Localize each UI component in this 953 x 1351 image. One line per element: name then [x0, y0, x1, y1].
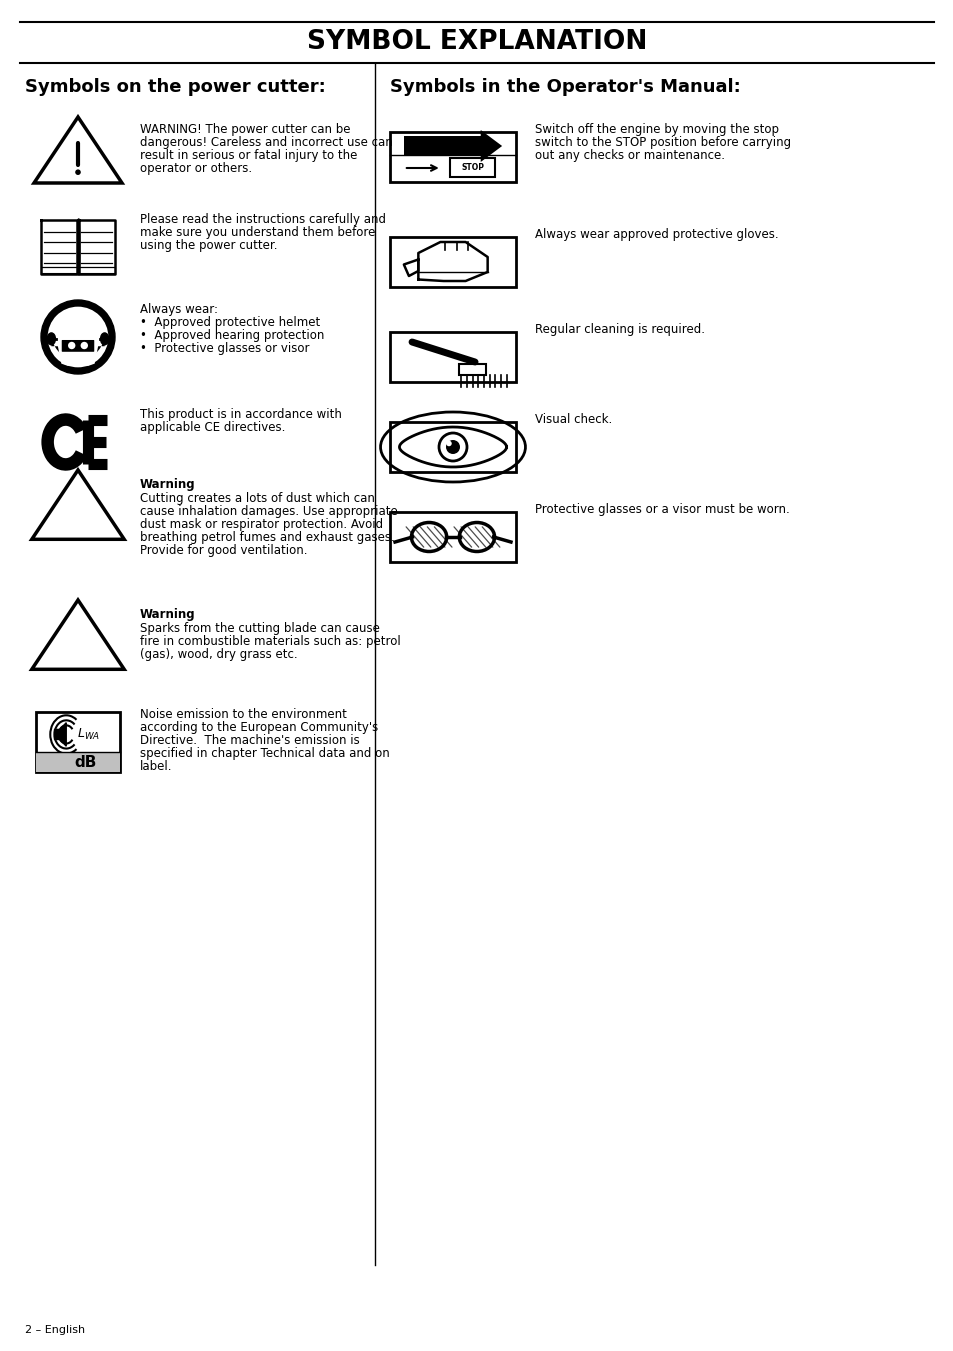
Bar — [403, 136, 480, 155]
Text: 2 – English: 2 – English — [25, 1325, 85, 1335]
Bar — [390, 422, 516, 471]
Text: dangerous! Careless and incorrect use can: dangerous! Careless and incorrect use ca… — [140, 136, 393, 149]
Ellipse shape — [100, 332, 109, 345]
Polygon shape — [54, 723, 66, 746]
Text: cause inhalation damages. Use appropriate: cause inhalation damages. Use appropriat… — [140, 505, 397, 517]
Text: This product is in accordance with: This product is in accordance with — [140, 408, 341, 422]
Text: WARNING! The power cutter can be: WARNING! The power cutter can be — [140, 123, 350, 136]
Text: Symbols on the power cutter:: Symbols on the power cutter: — [25, 78, 325, 96]
Circle shape — [446, 440, 459, 454]
Text: dust mask or respirator protection. Avoid: dust mask or respirator protection. Avoi… — [140, 517, 383, 531]
Text: SYMBOL EXPLANATION: SYMBOL EXPLANATION — [307, 28, 646, 55]
Text: Symbols in the Operator's Manual:: Symbols in the Operator's Manual: — [390, 78, 740, 96]
Text: operator or others.: operator or others. — [140, 162, 252, 176]
FancyBboxPatch shape — [62, 340, 93, 351]
Circle shape — [41, 300, 115, 374]
Text: Regular cleaning is required.: Regular cleaning is required. — [535, 323, 704, 336]
Text: •  Protective glasses or visor: • Protective glasses or visor — [140, 342, 309, 355]
Text: Warning: Warning — [140, 478, 195, 490]
Polygon shape — [51, 338, 105, 359]
Circle shape — [68, 342, 75, 349]
Text: Please read the instructions carefully and: Please read the instructions carefully a… — [140, 213, 386, 226]
Text: (gas), wood, dry grass etc.: (gas), wood, dry grass etc. — [140, 648, 297, 661]
Bar — [390, 512, 516, 562]
Bar — [390, 236, 516, 286]
Text: switch to the STOP position before carrying: switch to the STOP position before carry… — [535, 136, 790, 149]
Text: result in serious or fatal injury to the: result in serious or fatal injury to the — [140, 149, 357, 162]
Text: fire in combustible materials such as: petrol: fire in combustible materials such as: p… — [140, 635, 400, 648]
Text: breathing petrol fumes and exhaust gases.: breathing petrol fumes and exhaust gases… — [140, 531, 395, 544]
Text: using the power cutter.: using the power cutter. — [140, 239, 277, 253]
Bar — [390, 332, 516, 382]
Text: STOP: STOP — [460, 163, 483, 173]
Bar — [390, 132, 516, 182]
Circle shape — [446, 440, 452, 446]
Polygon shape — [57, 345, 98, 366]
Text: Warning: Warning — [140, 608, 195, 621]
Text: label.: label. — [140, 761, 172, 773]
Polygon shape — [41, 220, 77, 274]
Text: Cutting creates a lots of dust which can: Cutting creates a lots of dust which can — [140, 492, 375, 505]
Text: make sure you understand them before: make sure you understand them before — [140, 226, 375, 239]
Text: according to the European Community's: according to the European Community's — [140, 721, 377, 734]
Bar — [450, 158, 495, 177]
Circle shape — [48, 307, 109, 367]
Text: Switch off the engine by moving the stop: Switch off the engine by moving the stop — [535, 123, 779, 136]
Bar — [36, 712, 120, 773]
Text: dB: dB — [74, 755, 96, 770]
Circle shape — [80, 342, 88, 349]
Polygon shape — [79, 220, 115, 274]
Text: Provide for good ventilation.: Provide for good ventilation. — [140, 544, 307, 557]
Text: Protective glasses or a visor must be worn.: Protective glasses or a visor must be wo… — [535, 503, 789, 516]
Text: out any checks or maintenance.: out any checks or maintenance. — [535, 149, 724, 162]
Text: Always wear approved protective gloves.: Always wear approved protective gloves. — [535, 228, 778, 240]
Circle shape — [75, 169, 81, 176]
Text: Sparks from the cutting blade can cause: Sparks from the cutting blade can cause — [140, 621, 379, 635]
Text: applicable CE directives.: applicable CE directives. — [140, 422, 285, 434]
Polygon shape — [480, 130, 501, 162]
Text: Always wear:: Always wear: — [140, 303, 218, 316]
Text: •  Approved protective helmet: • Approved protective helmet — [140, 316, 320, 330]
Bar — [458, 363, 485, 374]
Text: Directive.  The machine's emission is: Directive. The machine's emission is — [140, 734, 359, 747]
Text: Noise emission to the environment: Noise emission to the environment — [140, 708, 347, 721]
Text: $\mathregular{L_{WA}}$: $\mathregular{L_{WA}}$ — [77, 727, 100, 742]
Ellipse shape — [48, 332, 55, 345]
Text: Visual check.: Visual check. — [535, 413, 612, 426]
Text: specified in chapter Technical data and on: specified in chapter Technical data and … — [140, 747, 390, 761]
Bar — [36, 753, 120, 773]
Text: •  Approved hearing protection: • Approved hearing protection — [140, 330, 324, 342]
